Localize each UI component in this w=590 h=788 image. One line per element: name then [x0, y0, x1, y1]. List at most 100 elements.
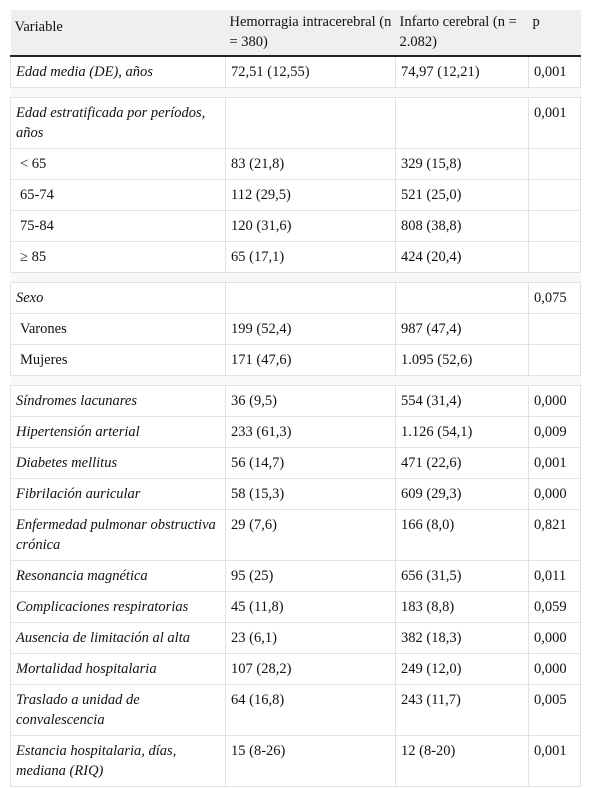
cell-infarto: 166 (8,0): [395, 509, 529, 561]
cell-p: 0,001: [528, 55, 581, 88]
cell-p: 0,000: [528, 622, 581, 654]
row-spacer: [10, 87, 581, 98]
cell-p: 0,001: [528, 735, 581, 787]
table-row: Complicaciones respiratorias 45 (11,8) 1…: [10, 591, 581, 623]
cell-infarto: 554 (31,4): [395, 385, 529, 417]
data-table-container: Variable Hemorragia intracerebral (n = 3…: [10, 10, 581, 787]
cell-variable: ≥ 85: [10, 241, 226, 273]
cell-hemorragia: 64 (16,8): [225, 684, 396, 736]
cell-variable: Edad media (DE), años: [10, 55, 226, 88]
table-row: Mujeres 171 (47,6) 1.095 (52,6): [10, 344, 581, 376]
header-infarto: Infarto cerebral (n = 2.082): [395, 10, 529, 57]
table-row: Ausencia de limitación al alta 23 (6,1) …: [10, 622, 581, 654]
cell-variable: Hipertensión arterial: [10, 416, 226, 448]
table-row: Varones 199 (52,4) 987 (47,4): [10, 313, 581, 345]
cell-variable: 75-84: [10, 210, 226, 242]
cell-p: 0,011: [528, 560, 581, 592]
cell-hemorragia: 29 (7,6): [225, 509, 396, 561]
cell-infarto: 521 (25,0): [395, 179, 529, 211]
cell-hemorragia: 56 (14,7): [225, 447, 396, 479]
cell-p: 0,000: [528, 478, 581, 510]
cell-infarto: 471 (22,6): [395, 447, 529, 479]
table-header-row: Variable Hemorragia intracerebral (n = 3…: [10, 10, 581, 57]
cell-variable: Síndromes lacunares: [10, 385, 226, 417]
cell-hemorragia: 112 (29,5): [225, 179, 396, 211]
cell-variable: Ausencia de limitación al alta: [10, 622, 226, 654]
cell-variable: Mortalidad hospitalaria: [10, 653, 226, 685]
cell-hemorragia: 65 (17,1): [225, 241, 396, 273]
header-variable: Variable: [10, 10, 226, 57]
cell-variable: 65-74: [10, 179, 226, 211]
table-row: Hipertensión arterial 233 (61,3) 1.126 (…: [10, 416, 581, 448]
table-row: Resonancia magnética 95 (25) 656 (31,5) …: [10, 560, 581, 592]
cell-variable: Edad estratificada por períodos, años: [10, 97, 226, 149]
cell-variable: Complicaciones respiratorias: [10, 591, 226, 623]
cell-infarto: 609 (29,3): [395, 478, 529, 510]
data-table: Variable Hemorragia intracerebral (n = 3…: [10, 10, 581, 787]
cell-infarto: [395, 282, 529, 314]
table-row: < 65 83 (21,8) 329 (15,8): [10, 148, 581, 180]
table-row: Diabetes mellitus 56 (14,7) 471 (22,6) 0…: [10, 447, 581, 479]
table-row: 75-84 120 (31,6) 808 (38,8): [10, 210, 581, 242]
row-spacer: [10, 375, 581, 386]
cell-hemorragia: [225, 97, 396, 149]
cell-p: [528, 179, 581, 211]
cell-infarto: 382 (18,3): [395, 622, 529, 654]
cell-p: 0,001: [528, 447, 581, 479]
cell-p: 0,000: [528, 653, 581, 685]
cell-variable: Varones: [10, 313, 226, 345]
cell-variable: < 65: [10, 148, 226, 180]
cell-infarto: 74,97 (12,21): [395, 55, 529, 88]
cell-hemorragia: 83 (21,8): [225, 148, 396, 180]
cell-p: 0,821: [528, 509, 581, 561]
cell-hemorragia: 36 (9,5): [225, 385, 396, 417]
table-row: Traslado a unidad de convalescencia 64 (…: [10, 684, 581, 736]
cell-hemorragia: 171 (47,6): [225, 344, 396, 376]
cell-p: [528, 210, 581, 242]
cell-infarto: 808 (38,8): [395, 210, 529, 242]
cell-p: 0,059: [528, 591, 581, 623]
table-row: Fibrilación auricular 58 (15,3) 609 (29,…: [10, 478, 581, 510]
cell-hemorragia: 58 (15,3): [225, 478, 396, 510]
cell-infarto: [395, 97, 529, 149]
cell-hemorragia: 233 (61,3): [225, 416, 396, 448]
cell-p: 0,009: [528, 416, 581, 448]
cell-p: [528, 148, 581, 180]
cell-p: 0,000: [528, 385, 581, 417]
cell-infarto: 1.095 (52,6): [395, 344, 529, 376]
cell-p: 0,001: [528, 97, 581, 149]
cell-infarto: 424 (20,4): [395, 241, 529, 273]
table-row: Sexo 0,075: [10, 282, 581, 314]
table-row: Enfermedad pulmonar obstructiva crónica …: [10, 509, 581, 561]
cell-hemorragia: 120 (31,6): [225, 210, 396, 242]
cell-variable: Diabetes mellitus: [10, 447, 226, 479]
cell-hemorragia: 95 (25): [225, 560, 396, 592]
cell-variable: Enfermedad pulmonar obstructiva crónica: [10, 509, 226, 561]
cell-p: [528, 313, 581, 345]
cell-p: [528, 241, 581, 273]
cell-infarto: 329 (15,8): [395, 148, 529, 180]
cell-hemorragia: 199 (52,4): [225, 313, 396, 345]
cell-infarto: 12 (8-20): [395, 735, 529, 787]
cell-infarto: 656 (31,5): [395, 560, 529, 592]
cell-infarto: 1.126 (54,1): [395, 416, 529, 448]
cell-p: 0,005: [528, 684, 581, 736]
cell-p: [528, 344, 581, 376]
header-hemorragia: Hemorragia intracerebral (n = 380): [225, 10, 396, 57]
row-spacer: [10, 272, 581, 283]
cell-infarto: 987 (47,4): [395, 313, 529, 345]
cell-hemorragia: 107 (28,2): [225, 653, 396, 685]
cell-hemorragia: 23 (6,1): [225, 622, 396, 654]
cell-variable: Resonancia magnética: [10, 560, 226, 592]
table-row: 65-74 112 (29,5) 521 (25,0): [10, 179, 581, 211]
cell-variable: Mujeres: [10, 344, 226, 376]
cell-hemorragia: 72,51 (12,55): [225, 55, 396, 88]
cell-infarto: 183 (8,8): [395, 591, 529, 623]
table-row: Síndromes lacunares 36 (9,5) 554 (31,4) …: [10, 385, 581, 417]
cell-p: 0,075: [528, 282, 581, 314]
header-p: p: [528, 10, 581, 57]
cell-variable: Estancia hospitalaria, días, mediana (RI…: [10, 735, 226, 787]
cell-variable: Fibrilación auricular: [10, 478, 226, 510]
table-row: Estancia hospitalaria, días, mediana (RI…: [10, 735, 581, 787]
cell-hemorragia: [225, 282, 396, 314]
